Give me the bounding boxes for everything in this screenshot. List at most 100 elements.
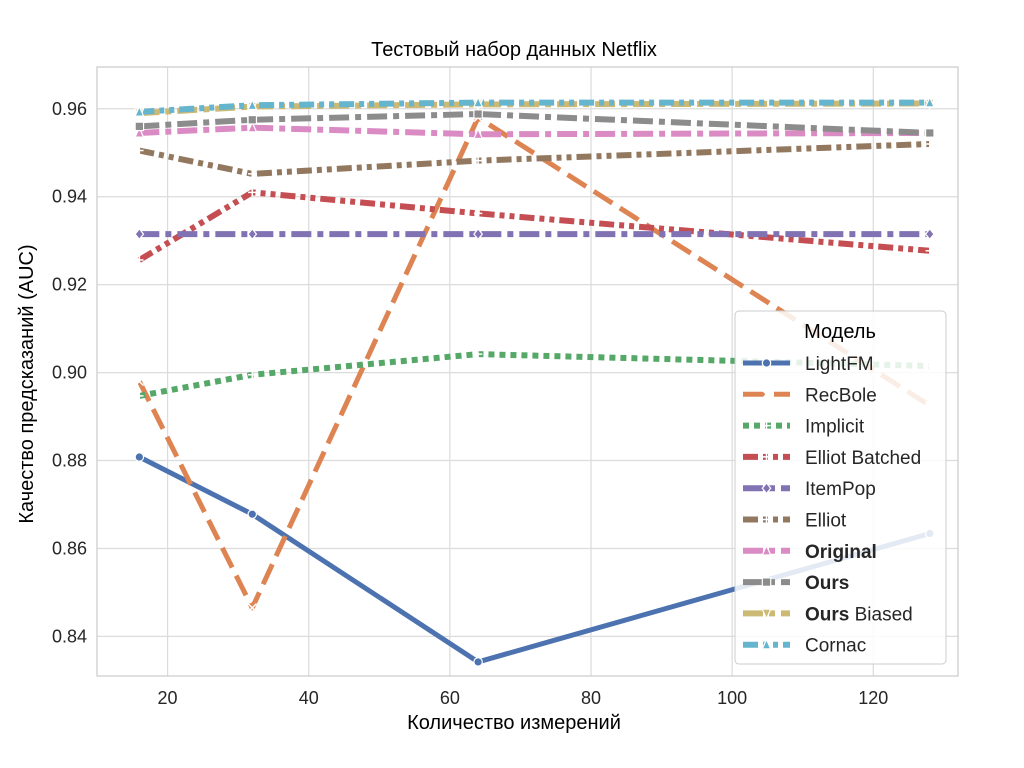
data-point-original: [247, 121, 258, 133]
legend-label-cornac: Cornac: [805, 636, 866, 657]
data-point-cornac: [472, 95, 484, 108]
series-line-ours-biased: [139, 100, 930, 117]
legend-label-ours: Ours: [805, 573, 849, 594]
legend-marker-recbole: [761, 389, 772, 400]
series-line-recbole: [137, 115, 932, 611]
x-tick-label: 120: [858, 688, 888, 708]
data-point-elliot: [925, 139, 934, 149]
legend-label-bold: Original: [805, 542, 877, 563]
legend-marker-ours: [761, 577, 772, 587]
legend-marker-original: [761, 544, 772, 556]
legend-marker-elliot-batched: [762, 452, 771, 462]
legend-marker-implicit: [762, 421, 771, 430]
legend-label-bold: Ours: [805, 604, 849, 625]
legend-items: LightFM RecBole Implicit Elliot Batched Item…: [743, 354, 921, 657]
legend-title: Модель: [804, 321, 876, 343]
y-tick-label: 0.88: [52, 451, 87, 471]
data-point-implicit: [135, 391, 144, 401]
legend-label-original: Original: [805, 542, 877, 563]
data-point-cornac: [134, 105, 145, 117]
plot-frame: [96, 66, 959, 677]
y-tick-label: 0.90: [52, 363, 87, 383]
legend-item-recbole: RecBole: [743, 385, 877, 406]
data-point-itempop: [247, 227, 258, 241]
legend-item-ours-biased: Ours Biased: [743, 604, 913, 625]
x-tick-label: 60: [440, 688, 460, 708]
y-tick-label: 0.94: [52, 187, 87, 207]
series-line-cornac: [139, 99, 930, 115]
legend-label-lightfm: LightFM: [805, 354, 874, 375]
legend-item-itempop: ItemPop: [743, 479, 876, 500]
legend-item-ours: Ours: [743, 573, 849, 594]
legend-label-ours-biased: Ours Biased: [805, 604, 913, 625]
y-tick-label: 0.86: [52, 538, 87, 558]
data-point-ours: [134, 121, 145, 132]
data-point-cornac: [247, 98, 258, 111]
legend-item-elliot-batched: Elliot Batched: [743, 448, 921, 469]
x-axis-label: Количество измерений: [407, 712, 621, 734]
y-axis-label: Качество предсказаний (AUC): [16, 244, 38, 523]
chart-title: Тестовый набор данных Netflix: [371, 39, 657, 61]
data-point-ours: [473, 109, 483, 119]
data-point-lightfm: [247, 509, 258, 519]
legend-marker-cornac: [761, 638, 772, 650]
series-line-lightfm: [138, 454, 931, 665]
legend-label-elliot-batched: Elliot Batched: [805, 448, 921, 469]
data-point-original: [134, 126, 145, 138]
series-lines: [137, 99, 932, 665]
data-point-elliot-batched: [473, 209, 483, 218]
legend-item-elliot: Elliot: [743, 511, 847, 532]
legend-label-recbole: RecBole: [805, 385, 877, 406]
legend-item-implicit: Implicit: [743, 417, 865, 438]
legend-marker-itempop: [761, 482, 772, 495]
data-point-implicit: [473, 349, 483, 359]
legend-item-cornac: Cornac: [743, 636, 866, 657]
legend-label-implicit: Implicit: [805, 417, 865, 438]
legend: Модель LightFM RecBole Implicit Elliot Batc…: [734, 310, 947, 665]
data-point-recbole: [247, 603, 257, 613]
x-tick-label: 20: [158, 688, 178, 708]
data-point-elliot-batched: [135, 255, 144, 265]
y-tick-label: 0.84: [52, 626, 87, 646]
legend-marker-ours-biased: [761, 608, 772, 621]
data-point-elliot: [248, 169, 257, 179]
legend-marker-elliot: [762, 515, 771, 524]
legend-label-bold: Ours: [805, 573, 849, 594]
legend-item-original: Original: [743, 542, 877, 563]
x-tick-label: 80: [581, 688, 601, 708]
legend-box: [734, 310, 947, 665]
data-point-elliot: [473, 156, 483, 165]
series-line-ours: [139, 111, 930, 136]
series-line-elliot-batched: [137, 189, 931, 263]
series-line-original: [139, 124, 930, 138]
x-tick-label: 40: [299, 688, 319, 708]
legend-label-rest: Biased: [849, 604, 912, 625]
x-tick-label: 100: [717, 688, 747, 708]
series-line-elliot: [138, 140, 930, 177]
data-point-elliot-batched: [925, 246, 934, 255]
data-point-lightfm: [473, 657, 483, 667]
data-point-itempop: [473, 227, 484, 241]
data-point-cornac: [924, 95, 935, 108]
data-point-itempop: [134, 227, 145, 241]
data-point-implicit: [248, 370, 257, 379]
legend-label-elliot: Elliot: [805, 511, 847, 532]
y-tick-label: 0.92: [52, 275, 87, 295]
x-axis-ticks: 20 40 60 80 100 120: [158, 688, 889, 708]
series-line-implicit: [138, 351, 930, 399]
series-markers: [134, 95, 935, 667]
legend-label-itempop: ItemPop: [805, 479, 876, 500]
data-point-original: [472, 127, 484, 140]
legend-item-lightfm: LightFM: [743, 354, 874, 375]
data-point-lightfm: [134, 452, 145, 462]
data-point-elliot-batched: [248, 188, 257, 197]
data-point-elliot: [135, 146, 144, 155]
legend-marker-lightfm: [761, 358, 772, 368]
data-point-ours: [924, 128, 935, 138]
data-point-itempop: [924, 227, 935, 241]
y-axis-ticks: 0.84 0.86 0.88 0.90 0.92 0.94 0.96: [52, 99, 87, 647]
data-point-ours: [247, 114, 258, 125]
y-tick-label: 0.96: [52, 99, 87, 119]
data-point-recbole: [134, 376, 145, 387]
